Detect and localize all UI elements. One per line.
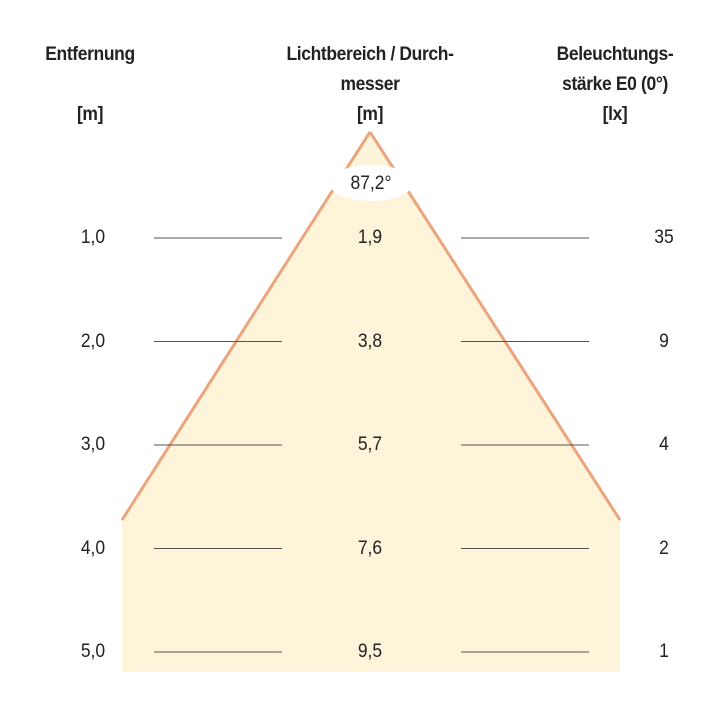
row-diameter-value: 7,6 [357,537,383,559]
row-distance-value: 5,0 [80,641,106,662]
row-distance-value: 3,0 [80,434,106,455]
header-diameter-line2: messer [340,74,400,95]
row-diameter-value: 5,7 [357,434,383,455]
row-distance-value: 4,0 [80,537,106,559]
row-diameter-value: 3,8 [357,330,383,352]
header-illuminance-line1: Beleuchtungs- [556,44,674,65]
beam-angle-label: 87,2° [350,173,392,194]
row-illuminance-value: 4 [659,434,669,455]
row-illuminance-value: 1 [659,641,669,662]
row-rules [154,237,589,653]
row-distance-value: 1,0 [80,227,106,248]
row-diameter-value: 1,9 [357,227,383,248]
header-distance-unit: [m] [53,104,127,126]
row-illuminance-value: 2 [659,537,669,559]
light-cone-fill [122,132,620,672]
row-distance-value: 2,0 [80,330,106,352]
cone-edge-left [120,131,372,521]
header-diameter: Lichtbereich / Durch- messer [m] [260,44,481,126]
row-illuminance-value: 9 [659,330,669,352]
header-distance-unit-text: [m] [76,104,104,125]
header-diameter-unit: [m] [356,104,384,125]
header-distance: Entfernung [26,44,155,66]
cone-edge-right [368,131,622,521]
header-distance-title: Entfernung [45,44,135,65]
row-illuminance-value: 35 [654,227,674,248]
header-illuminance-unit: [lx] [602,104,628,125]
header-diameter-line1: Lichtbereich / Durch- [286,44,454,65]
header-illuminance-line2: stärke E0 (0°) [562,74,668,95]
header-illuminance: Beleuchtungs- stärke E0 (0°) [lx] [532,44,698,126]
row-diameter-value: 9,5 [357,641,383,662]
beam-angle-backdrop [329,165,413,201]
